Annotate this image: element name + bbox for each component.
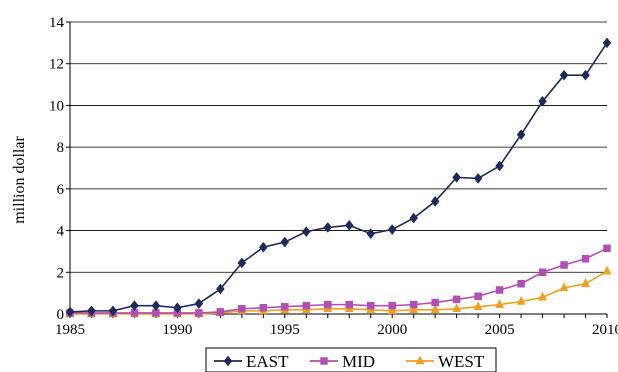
data-point (409, 304, 419, 314)
data-point (108, 305, 118, 317)
data-point (430, 304, 440, 314)
series-line (70, 247, 608, 314)
y-tick-label: 0 (57, 307, 65, 323)
data-point (516, 129, 526, 141)
data-point (559, 69, 569, 81)
data-point (302, 301, 311, 310)
data-point (216, 308, 225, 316)
y-tick-label: 2 (57, 265, 65, 281)
y-tick-label: 10 (49, 98, 64, 114)
data-point (581, 278, 590, 288)
data-point (473, 301, 483, 310)
x-tick-labels: 1985 1990 1995 2000 2005 2010 (55, 322, 618, 338)
legend-label: EAST (246, 352, 289, 371)
data-point (195, 309, 203, 317)
data-point (473, 173, 483, 184)
data-point (409, 212, 419, 224)
axes (66, 21, 608, 318)
data-point (194, 298, 204, 309)
series-line (69, 42, 608, 313)
data-point (130, 300, 139, 312)
data-point (366, 228, 376, 240)
data-point (603, 244, 611, 253)
data-point (324, 300, 332, 309)
series-west (65, 265, 612, 318)
data-point (495, 160, 504, 172)
legend: EAST MID WEST (205, 347, 497, 372)
data-point (151, 300, 161, 312)
data-point (259, 303, 268, 312)
data-point (366, 301, 375, 310)
data-point (173, 302, 182, 314)
data-point (87, 305, 96, 317)
data-point (223, 355, 233, 367)
series-mid (66, 244, 611, 317)
legend-item-east: EAST (214, 352, 289, 371)
data-point (495, 299, 505, 308)
x-tick-label: 1995 (270, 322, 300, 338)
data-point (431, 298, 439, 307)
data-point (559, 282, 569, 292)
x-tick-label: 2005 (485, 322, 515, 338)
data-point (452, 295, 461, 304)
data-point (237, 257, 247, 269)
data-point (388, 301, 396, 310)
data-point (538, 268, 547, 277)
legend-label: WEST (438, 352, 485, 371)
data-point (323, 222, 333, 233)
data-point (409, 300, 418, 309)
gridlines (70, 21, 607, 273)
data-point (538, 291, 547, 301)
legend-item-mid: MID (310, 352, 375, 371)
data-point (474, 292, 482, 301)
data-point (495, 286, 504, 294)
legend-label: MID (342, 352, 375, 371)
series-layer (65, 37, 612, 318)
data-point (452, 303, 462, 313)
data-point (281, 302, 289, 311)
data-point (387, 224, 397, 235)
data-point (581, 69, 590, 81)
y-tick-label: 6 (57, 182, 65, 198)
data-point (452, 171, 461, 183)
y-tick-label: 4 (57, 224, 65, 240)
data-point (216, 283, 225, 295)
y-axis-title: million dollar (11, 136, 28, 224)
x-tick-label: 2010 (592, 322, 618, 338)
data-point (560, 261, 568, 269)
data-point (65, 306, 75, 318)
data-point (344, 219, 354, 231)
data-point (430, 195, 440, 207)
x-tick-label: 1990 (162, 322, 192, 338)
data-point (238, 305, 246, 313)
data-point (602, 265, 612, 275)
series-line (70, 270, 608, 315)
data-point (258, 241, 268, 253)
legend-item-west: WEST (406, 352, 485, 371)
y-tick-label: 12 (49, 57, 64, 73)
data-point (345, 300, 353, 309)
data-point (320, 357, 328, 365)
y-tick-label: 14 (49, 15, 65, 31)
data-point (602, 37, 612, 49)
y-tick-labels: 0 2 4 6 8 10 12 14 (49, 15, 65, 323)
data-point (280, 236, 290, 248)
data-point (516, 295, 526, 305)
data-point (538, 95, 547, 107)
y-tick-label: 8 (57, 140, 65, 156)
data-point (415, 355, 425, 365)
data-point (301, 226, 311, 238)
series-east (65, 37, 612, 318)
x-tick-label: 1985 (55, 322, 85, 338)
legend-box (205, 347, 497, 372)
x-tick-label: 2000 (377, 322, 407, 338)
data-point (387, 305, 397, 315)
data-point (517, 280, 525, 288)
data-point (581, 254, 590, 263)
